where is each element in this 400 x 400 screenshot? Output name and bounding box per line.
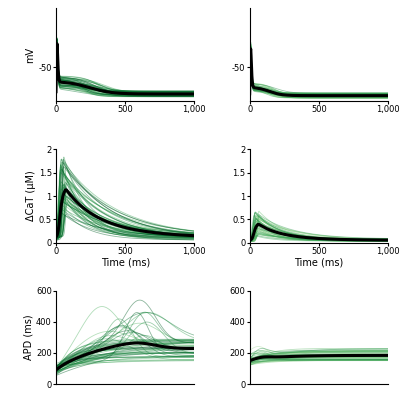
- X-axis label: Time (ms): Time (ms): [294, 257, 344, 267]
- Y-axis label: mV: mV: [26, 46, 36, 62]
- Y-axis label: APD (ms): APD (ms): [23, 315, 33, 360]
- X-axis label: Time (ms): Time (ms): [100, 257, 150, 267]
- Y-axis label: ΔCaT (μM): ΔCaT (μM): [26, 171, 36, 221]
